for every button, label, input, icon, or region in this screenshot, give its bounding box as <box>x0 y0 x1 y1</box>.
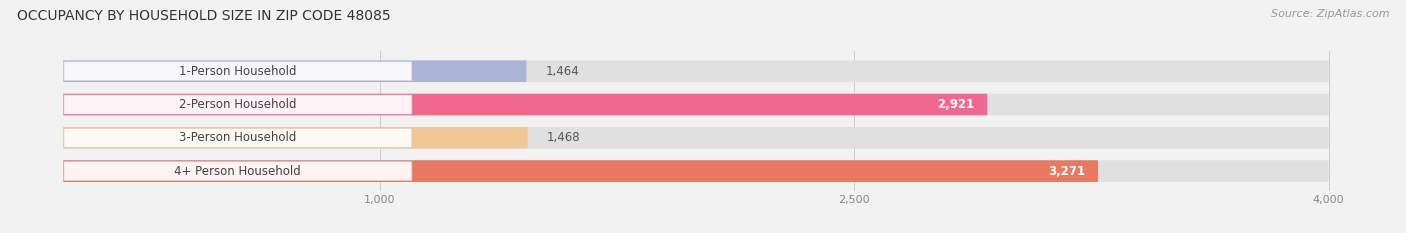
Text: 2,921: 2,921 <box>938 98 974 111</box>
Text: 1,464: 1,464 <box>546 65 579 78</box>
Text: 4+ Person Household: 4+ Person Household <box>174 164 301 178</box>
Text: Source: ZipAtlas.com: Source: ZipAtlas.com <box>1271 9 1389 19</box>
FancyBboxPatch shape <box>63 127 527 149</box>
Text: 1-Person Household: 1-Person Household <box>179 65 297 78</box>
FancyBboxPatch shape <box>63 128 412 147</box>
Text: 3,271: 3,271 <box>1049 164 1085 178</box>
Text: 3-Person Household: 3-Person Household <box>179 131 295 144</box>
FancyBboxPatch shape <box>63 94 1329 115</box>
FancyBboxPatch shape <box>63 62 412 81</box>
Text: OCCUPANCY BY HOUSEHOLD SIZE IN ZIP CODE 48085: OCCUPANCY BY HOUSEHOLD SIZE IN ZIP CODE … <box>17 9 391 23</box>
FancyBboxPatch shape <box>63 94 987 115</box>
Text: 2-Person Household: 2-Person Household <box>179 98 297 111</box>
FancyBboxPatch shape <box>63 160 1329 182</box>
FancyBboxPatch shape <box>63 160 1098 182</box>
FancyBboxPatch shape <box>63 60 526 82</box>
FancyBboxPatch shape <box>63 162 412 181</box>
FancyBboxPatch shape <box>63 127 1329 149</box>
FancyBboxPatch shape <box>63 60 1329 82</box>
Text: 1,468: 1,468 <box>547 131 581 144</box>
FancyBboxPatch shape <box>63 95 412 114</box>
